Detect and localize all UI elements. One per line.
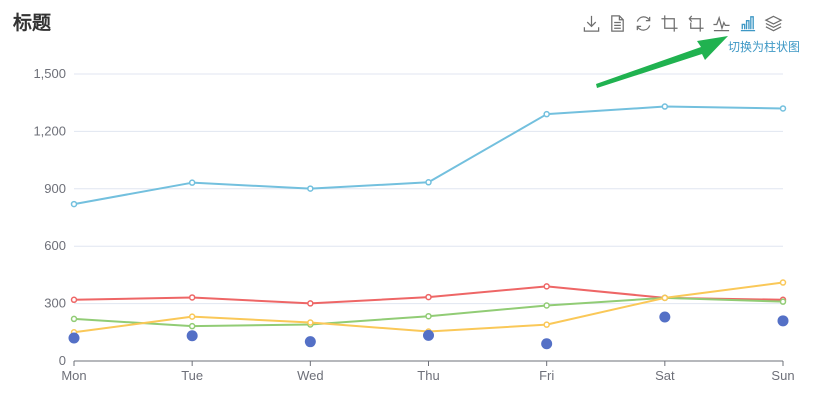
line-point[interactable] [425,312,432,320]
scatter-point[interactable] [659,311,671,323]
line-point[interactable] [188,313,196,320]
line-point[interactable] [779,105,787,112]
line-point[interactable] [543,283,550,290]
undo-crop-icon [688,15,704,32]
y-tick-label: 0 [59,353,66,368]
line-point[interactable] [779,298,787,305]
x-tick-label: Thu [417,368,439,383]
x-tick-label: Sat [655,368,675,383]
line-point[interactable] [661,294,669,302]
series-5 [68,311,789,350]
scatter-point[interactable] [777,315,789,327]
series-line [73,296,784,328]
y-tick-label: 1,500 [33,66,66,81]
restore-button[interactable] [632,12,654,34]
toolbox-hint-label: 切换为柱状图 [728,40,801,54]
line-chart-icon [712,15,730,31]
switch-to-bar-button[interactable] [736,12,758,34]
x-tick-label: Sun [771,368,794,383]
scatter-point[interactable] [186,330,198,342]
x-tick-label: Fri [539,368,554,383]
bar-chart-icon [740,15,755,31]
scatter-point[interactable] [423,329,434,341]
zoom-back-button[interactable] [684,12,706,34]
line-point[interactable] [661,103,669,110]
y-tick-label: 300 [44,296,66,311]
line-point[interactable] [543,302,550,309]
scatter-point[interactable] [304,336,316,348]
line-point[interactable] [188,294,196,301]
series-3 [70,294,787,330]
data-view-button[interactable] [606,12,628,34]
series-2 [70,283,787,307]
line-point[interactable] [188,179,196,186]
line-point[interactable] [425,179,432,186]
scatter-point[interactable] [68,332,80,344]
zoom-button[interactable] [658,12,680,34]
switch-to-stack-button[interactable] [762,12,784,34]
scatter-point[interactable] [541,338,553,350]
line-point[interactable] [70,200,78,208]
line-point[interactable] [425,293,432,301]
line-point[interactable] [307,300,314,307]
y-tick-label: 900 [44,181,66,196]
line-point[interactable] [188,322,196,330]
download-icon [583,15,599,32]
line-point[interactable] [70,296,78,304]
line-point[interactable] [70,315,78,323]
toolbox [580,12,784,38]
series-group [68,103,789,350]
annotation-arrow [596,36,728,88]
line-point[interactable] [543,321,550,328]
x-tick-label: Mon [61,368,86,383]
line-point[interactable] [543,110,550,118]
series-1 [70,103,787,208]
crop-icon [660,14,678,32]
arrow-shape [596,36,728,88]
y-tick-label: 1,200 [33,123,66,138]
switch-to-line-button[interactable] [710,12,732,34]
axes: 0 300 600 900 1,200 1,500 Mon Tue Wed Thu Fri Sat Su… [33,66,794,383]
chart-title: 标题 [13,12,52,34]
document-icon [610,14,624,32]
line-point[interactable] [307,319,314,326]
series-4 [70,279,787,336]
series-line [73,105,784,206]
line-point[interactable] [779,279,787,286]
x-tick-label: Wed [297,368,324,383]
grid-lines [74,73,783,305]
y-tick-label: 600 [44,238,66,253]
x-tick-label: Tue [181,368,203,383]
line-point[interactable] [307,185,314,192]
save-as-image-button[interactable] [580,12,602,34]
stack-layers-icon [764,15,782,31]
refresh-icon [636,15,650,31]
